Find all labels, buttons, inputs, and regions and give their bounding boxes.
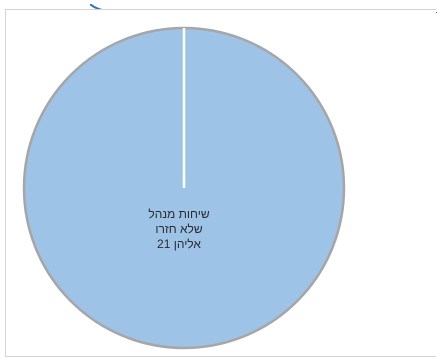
pie-data-label-line: אליהן 21: [157, 237, 201, 251]
pie-group: שיחות מנהל שלא חזרו אליהן 21: [22, 26, 346, 350]
pie-data-label-line: שיחות מנהל: [148, 207, 209, 221]
pie-data-label: שיחות מנהל שלא חזרו אליהן 21: [148, 207, 209, 251]
pie-data-label-line: שלא חזרו: [155, 222, 203, 236]
